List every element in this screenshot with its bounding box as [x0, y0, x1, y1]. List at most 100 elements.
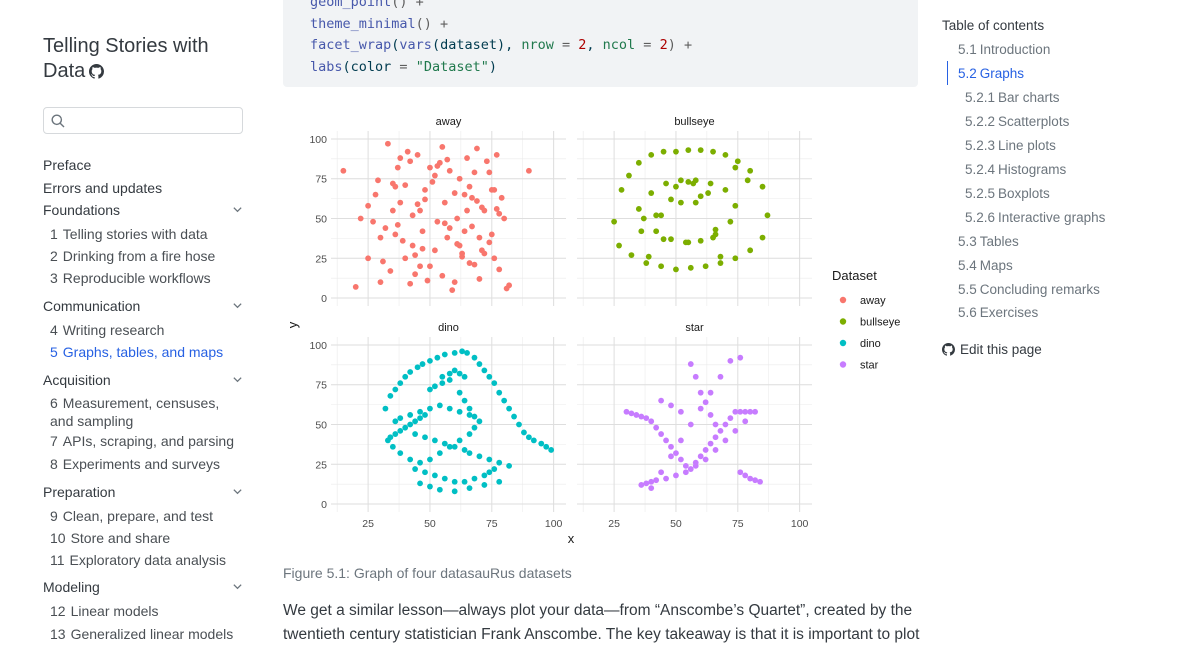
- data-point-star: [673, 472, 679, 479]
- chevron-down-icon[interactable]: [232, 374, 243, 385]
- data-point-bullseye: [648, 151, 655, 158]
- facet-label-dino: dino: [438, 322, 459, 334]
- sidebar-item-9[interactable]: 9 Clean, prepare, and test: [50, 507, 240, 525]
- toc-item-5-2[interactable]: 5.2 Graphs: [958, 66, 1024, 81]
- sidebar-item-errors[interactable]: Errors and updates: [43, 180, 163, 196]
- sidebar-item-13[interactable]: 13 Generalized linear models: [50, 625, 240, 643]
- edit-page-link[interactable]: Edit this page: [942, 342, 1042, 357]
- data-point-away: [370, 218, 376, 225]
- site-title[interactable]: Telling Stories with Data: [43, 34, 243, 84]
- data-point-away: [394, 164, 401, 171]
- sidebar-section-modeling[interactable]: Modeling: [43, 578, 243, 596]
- toc-item-5-2-4[interactable]: 5.2.4 Histograms: [965, 162, 1066, 177]
- data-point-bullseye: [702, 263, 709, 270]
- data-point-star: [682, 469, 689, 476]
- code-line-2: theme_minimal() +: [310, 16, 448, 32]
- section-label: Foundations: [43, 202, 121, 218]
- toc-item-5-2-5[interactable]: 5.2.5 Boxplots: [965, 186, 1050, 201]
- github-icon[interactable]: [89, 64, 105, 79]
- chevron-down-icon[interactable]: [232, 581, 243, 592]
- data-point-star: [687, 466, 694, 472]
- data-point-away: [365, 255, 372, 262]
- toc-item-5-2-6[interactable]: 5.2.6 Interactive graphs: [965, 210, 1105, 225]
- data-point-bullseye: [673, 183, 679, 190]
- sidebar-item-4[interactable]: 4 Writing research: [50, 321, 240, 339]
- sidebar-item-8[interactable]: 8 Experiments and surveys: [50, 455, 240, 473]
- data-point-bullseye: [616, 242, 622, 249]
- chevron-down-icon[interactable]: [232, 486, 243, 497]
- toc-item-5-1[interactable]: 5.1 Introduction: [958, 42, 1050, 57]
- toc-number: 5.2.2: [965, 114, 996, 129]
- sidebar-item-1[interactable]: 1 Telling stories with data: [50, 225, 240, 243]
- data-point-dino: [436, 450, 443, 457]
- sidebar-item-preface[interactable]: Preface: [43, 157, 92, 173]
- data-point-star: [677, 456, 684, 463]
- sidebar-item-6[interactable]: 6 Measurement, censuses, and sampling: [50, 394, 240, 430]
- sidebar-item-11[interactable]: 11 Exploratory data analysis: [50, 551, 240, 569]
- y-tick-label: 0: [321, 293, 327, 305]
- data-point-dino: [461, 447, 468, 453]
- toc-item-5-3[interactable]: 5.3 Tables: [958, 234, 1019, 249]
- data-point-dino: [461, 397, 468, 404]
- data-point-away: [525, 167, 532, 174]
- data-point-bullseye: [687, 264, 694, 271]
- data-point-dino: [431, 437, 438, 444]
- sidebar-item-7[interactable]: 7 APIs, scraping, and parsing: [50, 432, 240, 450]
- toc-item-5-2-2[interactable]: 5.2.2 Scatterplots: [965, 114, 1069, 129]
- toc-item-5-2-3[interactable]: 5.2.3 Line plots: [965, 138, 1056, 153]
- toc-item-5-2-1[interactable]: 5.2.1 Bar charts: [965, 90, 1060, 105]
- toc-number: 5.3: [958, 234, 977, 249]
- data-point-dino: [491, 466, 498, 472]
- data-point-bullseye: [732, 202, 739, 209]
- toc-label: Histograms: [998, 162, 1067, 177]
- legend-label-away: away: [860, 295, 886, 307]
- data-point-away: [466, 183, 473, 190]
- data-point-bullseye: [722, 151, 729, 158]
- sidebar-item-3[interactable]: 3 Reproducible workflows: [50, 269, 240, 287]
- data-point-star: [648, 418, 655, 425]
- toc-item-5-6[interactable]: 5.6 Exercises: [958, 305, 1038, 320]
- sidebar-section-foundations[interactable]: Foundations: [43, 201, 243, 219]
- data-point-star: [648, 485, 655, 492]
- y-tick-label: 25: [315, 459, 327, 471]
- chevron-down-icon[interactable]: [232, 300, 243, 311]
- data-point-bullseye: [677, 199, 684, 206]
- data-point-away: [397, 199, 404, 206]
- data-point-away: [474, 198, 480, 204]
- sidebar-item-2[interactable]: 2 Drinking from a fire hose: [50, 247, 240, 265]
- data-point-away: [441, 220, 448, 227]
- data-point-star: [633, 412, 640, 418]
- data-point-away: [483, 158, 490, 165]
- data-point-bullseye: [660, 236, 667, 243]
- sidebar-item-10[interactable]: 10 Store and share: [50, 529, 240, 547]
- sidebar-section-acquisition[interactable]: Acquisition: [43, 371, 243, 389]
- data-point-away: [456, 175, 463, 182]
- data-point-dino: [436, 402, 443, 409]
- code-string: "Dataset": [415, 59, 489, 75]
- toc-label: Graphs: [979, 66, 1025, 81]
- toc-item-5-5[interactable]: 5.5 Concluding remarks: [958, 282, 1100, 297]
- toc-item-5-4[interactable]: 5.4 Maps: [958, 258, 1013, 273]
- code-op: =: [399, 59, 408, 75]
- sidebar-section-preparation[interactable]: Preparation: [43, 483, 243, 501]
- data-point-dino: [461, 478, 468, 485]
- code-op: =: [553, 37, 579, 53]
- data-point-star: [742, 408, 749, 415]
- data-point-bullseye: [697, 237, 704, 244]
- site-title-text[interactable]: Telling Stories with Data: [43, 35, 209, 82]
- sidebar-section-communication[interactable]: Communication: [43, 297, 243, 315]
- data-point-away: [394, 221, 401, 228]
- chevron-down-icon[interactable]: [232, 204, 243, 215]
- data-point-dino: [441, 440, 448, 447]
- edit-page-label[interactable]: Edit this page: [960, 342, 1042, 357]
- sidebar-item-12[interactable]: 12 Linear models: [50, 602, 240, 620]
- y-tick-label: 75: [315, 380, 327, 392]
- data-point-dino: [456, 437, 463, 444]
- search-box[interactable]: [43, 107, 243, 134]
- data-point-star: [697, 453, 704, 460]
- data-point-bullseye: [635, 206, 642, 212]
- data-point-star: [663, 475, 669, 482]
- sidebar-item-5-active[interactable]: 5 Graphs, tables, and maps: [50, 343, 240, 361]
- data-point-away: [414, 201, 421, 208]
- search-input[interactable]: [70, 111, 238, 130]
